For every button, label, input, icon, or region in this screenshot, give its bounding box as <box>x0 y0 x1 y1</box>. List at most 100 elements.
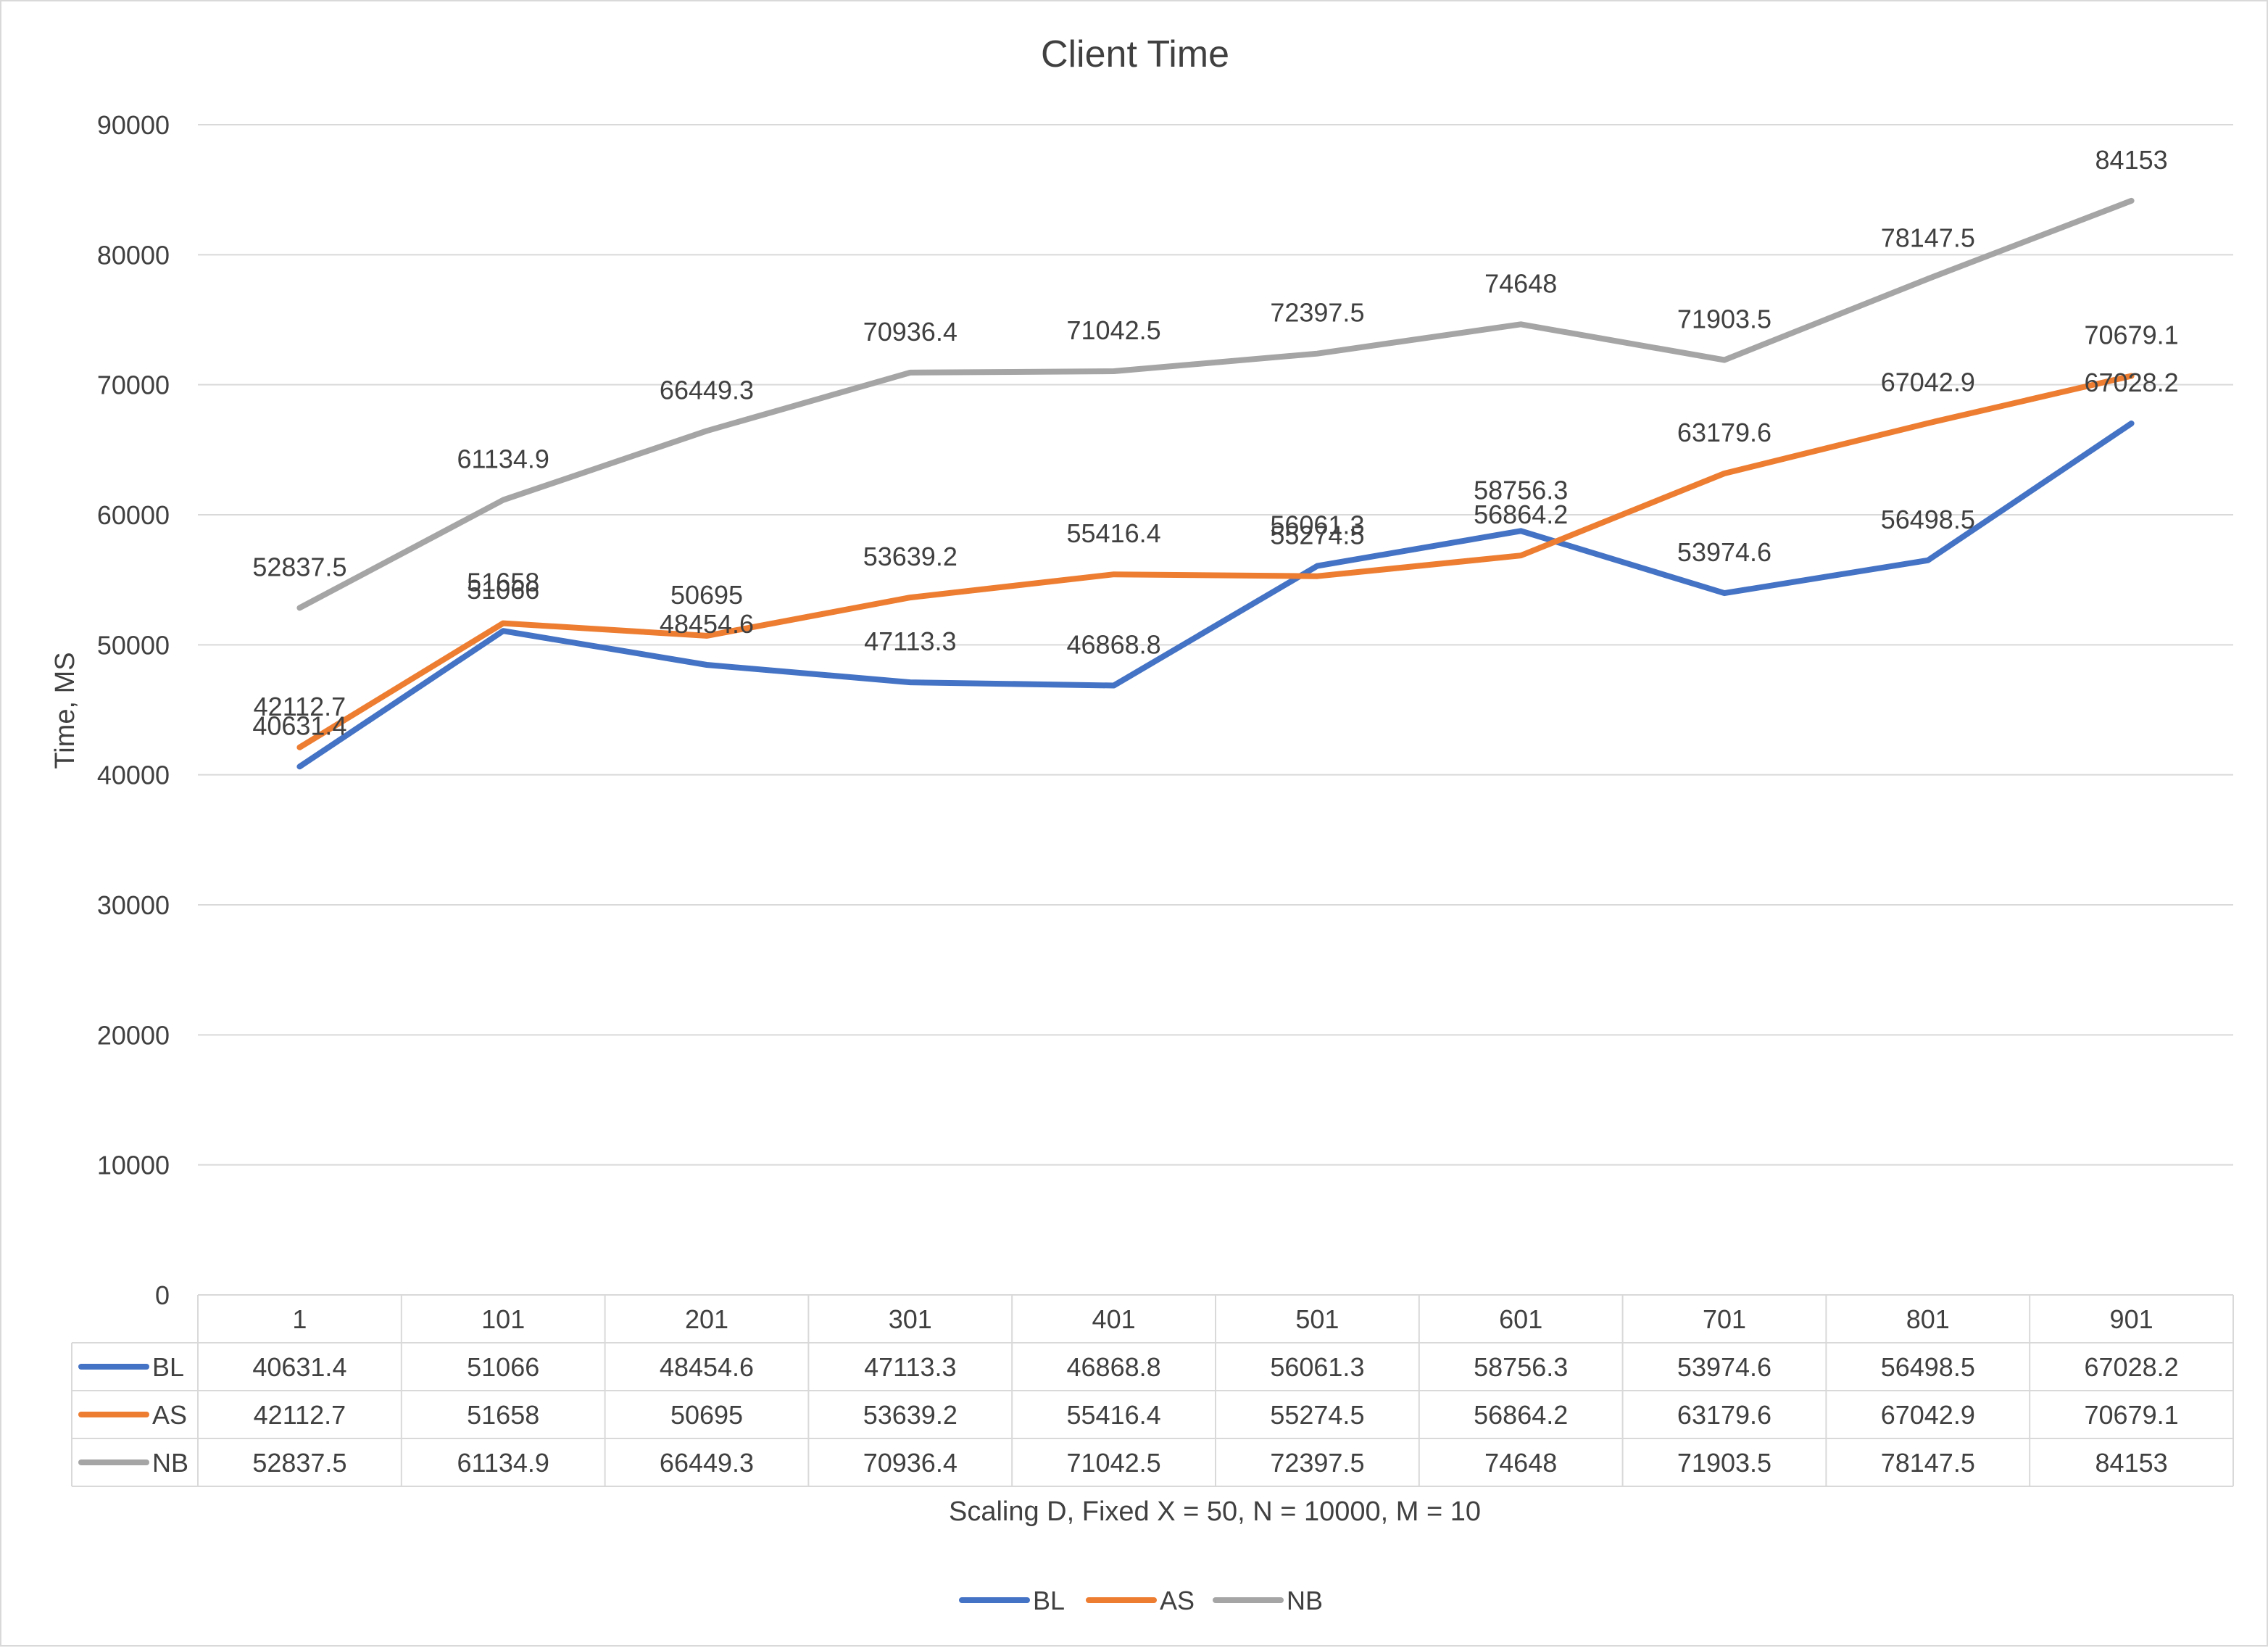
data-label: 61134.9 <box>457 444 549 474</box>
data-label: 72397.5 <box>1270 298 1364 328</box>
table-cell: 48454.6 <box>660 1352 754 1382</box>
table-cell: 53639.2 <box>863 1400 958 1430</box>
y-tick-label: 70000 <box>97 370 170 400</box>
table-cell: 70679.1 <box>2085 1400 2179 1430</box>
data-label: 56864.2 <box>1474 500 1568 529</box>
table-cell: 42112.7 <box>254 1400 346 1430</box>
legend-label: BL <box>1033 1586 1065 1615</box>
y-tick-label: 60000 <box>97 500 170 530</box>
table-cell: 72397.5 <box>1270 1448 1364 1478</box>
data-label: 74648 <box>1484 268 1557 298</box>
table-cell: 40631.4 <box>252 1352 346 1382</box>
data-label: 58756.3 <box>1474 475 1568 505</box>
y-tick-label: 50000 <box>97 630 170 660</box>
x-tick-label: 501 <box>1295 1304 1339 1334</box>
x-tick-label: 201 <box>685 1304 728 1334</box>
data-label: 46868.8 <box>1067 629 1161 659</box>
table-cell: 71903.5 <box>1677 1448 1771 1478</box>
data-labels: 40631.4 51066 48454.6 47113.3 46868.8 56061.3… <box>252 145 2178 740</box>
y-tick-label: 80000 <box>97 240 170 270</box>
data-label: 56498.5 <box>1881 505 1975 534</box>
table-series-name: NB <box>152 1448 188 1478</box>
data-label: 55416.4 <box>1067 518 1161 548</box>
series-line-bl <box>296 421 2135 770</box>
y-tick-label: 10000 <box>97 1151 170 1180</box>
table-cell: 70936.4 <box>863 1448 958 1478</box>
data-label: 70679.1 <box>2085 320 2179 349</box>
data-label: 42112.7 <box>254 692 346 721</box>
table-cell: 46868.8 <box>1067 1352 1161 1382</box>
table-cell: 66449.3 <box>660 1448 754 1478</box>
data-label: 63179.6 <box>1677 418 1771 447</box>
table-cell: 58756.3 <box>1474 1352 1568 1382</box>
data-label: 40631.4 <box>252 711 346 740</box>
legend-label: NB <box>1287 1586 1323 1615</box>
table-series-name: BL <box>152 1352 184 1382</box>
data-label: 84153 <box>2095 145 2168 175</box>
data-label: 78147.5 <box>1881 223 1975 253</box>
data-label: 55274.5 <box>1270 521 1364 550</box>
x-axis-label: Scaling D, Fixed X = 50, N = 10000, M = … <box>949 1496 1481 1527</box>
data-label: 48454.6 <box>660 609 754 639</box>
y-axis-label: Time, MS <box>50 652 80 769</box>
table-cell: 71042.5 <box>1067 1448 1161 1478</box>
legend-label: AS <box>1160 1586 1195 1615</box>
x-tick-label: 901 <box>2110 1304 2153 1334</box>
table-cell: 52837.5 <box>252 1448 346 1478</box>
x-tick-label: 101 <box>481 1304 525 1334</box>
chart-title: Client Time <box>1041 33 1229 75</box>
table-cell: 56061.3 <box>1270 1352 1364 1382</box>
series-lines <box>296 197 2135 770</box>
series-line-nb <box>296 197 2135 611</box>
y-axis-ticks: 0 10000 20000 30000 40000 50000 60000 70000 8000… <box>97 110 170 1310</box>
data-label: 56061.3 <box>1270 510 1364 540</box>
y-tick-label: 30000 <box>97 890 170 920</box>
y-tick-label: 90000 <box>97 110 170 140</box>
table-cell: 55416.4 <box>1067 1400 1161 1430</box>
x-tick-label: 401 <box>1092 1304 1136 1334</box>
x-tick-label: 701 <box>1703 1304 1746 1334</box>
table-cell: 47113.3 <box>864 1352 956 1382</box>
table-cell: 51658 <box>467 1400 539 1430</box>
y-tick-label: 0 <box>155 1280 170 1310</box>
table-series-name: AS <box>152 1400 187 1430</box>
table-cell: 61134.9 <box>457 1448 549 1478</box>
x-tick-label: 1 <box>292 1304 307 1334</box>
table-cell: 56498.5 <box>1881 1352 1975 1382</box>
y-tick-label: 20000 <box>97 1020 170 1050</box>
data-label: 67042.9 <box>1881 368 1975 397</box>
x-tick-label: 601 <box>1499 1304 1542 1334</box>
table-cell: 84153 <box>2095 1448 2168 1478</box>
table-cell: 56864.2 <box>1474 1400 1568 1430</box>
data-label: 52837.5 <box>252 552 346 581</box>
gridlines <box>198 124 2233 1296</box>
table-cell: 63179.6 <box>1677 1400 1771 1430</box>
data-label: 53974.6 <box>1677 537 1771 567</box>
data-label: 51658 <box>467 568 539 597</box>
data-label: 71903.5 <box>1677 305 1771 334</box>
data-label: 71042.5 <box>1067 315 1161 345</box>
table-cell: 51066 <box>467 1352 539 1382</box>
data-label: 66449.3 <box>660 375 754 405</box>
table-cell: 78147.5 <box>1881 1448 1975 1478</box>
table-cell: 67028.2 <box>2085 1352 2179 1382</box>
table-cell: 67042.9 <box>1881 1400 1975 1430</box>
data-table: 1 101 201 301 401 501 601 701 801 901 BL 40631.4 510… <box>71 1294 2234 1487</box>
data-label: 70936.4 <box>863 317 958 347</box>
series-line-as <box>296 373 2135 750</box>
x-tick-label: 301 <box>889 1304 932 1334</box>
table-cell: 55274.5 <box>1270 1400 1364 1430</box>
data-label: 47113.3 <box>864 626 956 656</box>
data-label: 53639.2 <box>863 542 958 571</box>
table-cell: 74648 <box>1484 1448 1557 1478</box>
legend: BL AS NB <box>959 1586 1323 1615</box>
x-tick-label: 801 <box>1906 1304 1950 1334</box>
data-label: 50695 <box>670 580 743 610</box>
table-cell: 50695 <box>670 1400 743 1430</box>
table-cell: 53974.6 <box>1677 1352 1771 1382</box>
y-tick-label: 40000 <box>97 761 170 790</box>
data-label: 67028.2 <box>2085 368 2179 397</box>
data-label: 51066 <box>467 575 539 605</box>
